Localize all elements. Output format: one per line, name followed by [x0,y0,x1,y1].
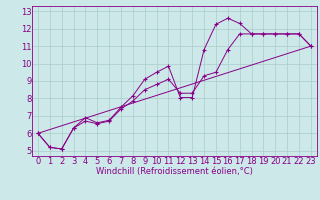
X-axis label: Windchill (Refroidissement éolien,°C): Windchill (Refroidissement éolien,°C) [96,167,253,176]
